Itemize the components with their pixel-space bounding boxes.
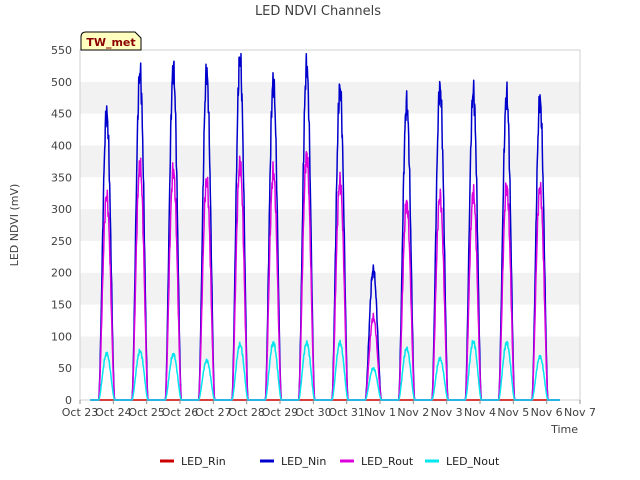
y-tick-label: 550 [51, 44, 72, 57]
grid-band [80, 368, 580, 400]
y-tick-label: 150 [51, 299, 72, 312]
y-tick-label: 500 [51, 76, 72, 89]
x-tick-label: Oct 23 [62, 406, 99, 419]
x-tick-label: Nov 3 [431, 406, 463, 419]
x-tick-label: Nov 1 [364, 406, 396, 419]
y-axis-label: LED NDVI (mV) [8, 184, 21, 267]
x-tick-label: Nov 5 [497, 406, 529, 419]
legend-label: LED_Rin [181, 455, 226, 468]
y-tick-label: 450 [51, 108, 72, 121]
chart-title: LED NDVI Channels [255, 4, 381, 19]
grid-band [80, 81, 580, 114]
series-layer [90, 52, 560, 401]
legend-label: LED_Rout [361, 455, 414, 468]
y-axis-ticks: 0 50 100 150 200 250 300 350 400 450 500 550 [51, 44, 72, 407]
grid-band [80, 272, 580, 305]
x-tick-label: Nov 6 [531, 406, 563, 419]
site-tag-label: TW_met [86, 36, 135, 49]
x-tick-label: Oct 25 [128, 406, 165, 419]
x-tick-label: Nov 4 [464, 406, 496, 419]
y-tick-label: 350 [51, 171, 72, 184]
y-tick-label: 50 [58, 362, 72, 375]
y-tick-label: 250 [51, 235, 72, 248]
x-tick-label: Nov 2 [397, 406, 429, 419]
legend: LED_Rin LED_Nin LED_Rout LED_Nout [160, 455, 500, 468]
grid-band [80, 240, 580, 273]
y-tick-label: 400 [51, 139, 72, 152]
x-tick-label: Nov 7 [564, 406, 596, 419]
x-tick-label: Oct 30 [295, 406, 332, 419]
legend-label: LED_Nout [446, 455, 500, 468]
y-tick-label: 200 [51, 267, 72, 280]
x-tick-label: Oct 24 [95, 406, 132, 419]
x-tick-label: Oct 27 [195, 406, 232, 419]
legend-label: LED_Nin [281, 455, 326, 468]
grid-band [80, 336, 580, 369]
grid-band [80, 209, 580, 241]
grid-band [80, 113, 580, 146]
grid-band [80, 145, 580, 178]
x-axis-label: Time [550, 423, 578, 436]
x-tick-label: Oct 26 [162, 406, 199, 419]
series-line-led-nout [90, 339, 560, 401]
x-tick-label: Oct 29 [262, 406, 299, 419]
grid-band [80, 50, 580, 82]
x-tick-label: Oct 31 [328, 406, 365, 419]
grid-band [80, 177, 580, 210]
site-tag: TW_met [80, 31, 142, 51]
y-tick-label: 0 [65, 394, 72, 407]
y-tick-label: 100 [51, 330, 72, 343]
x-tick-label: Oct 28 [228, 406, 265, 419]
grid-bands [80, 50, 580, 400]
grid-band [80, 304, 580, 337]
y-tick-label: 300 [51, 203, 72, 216]
